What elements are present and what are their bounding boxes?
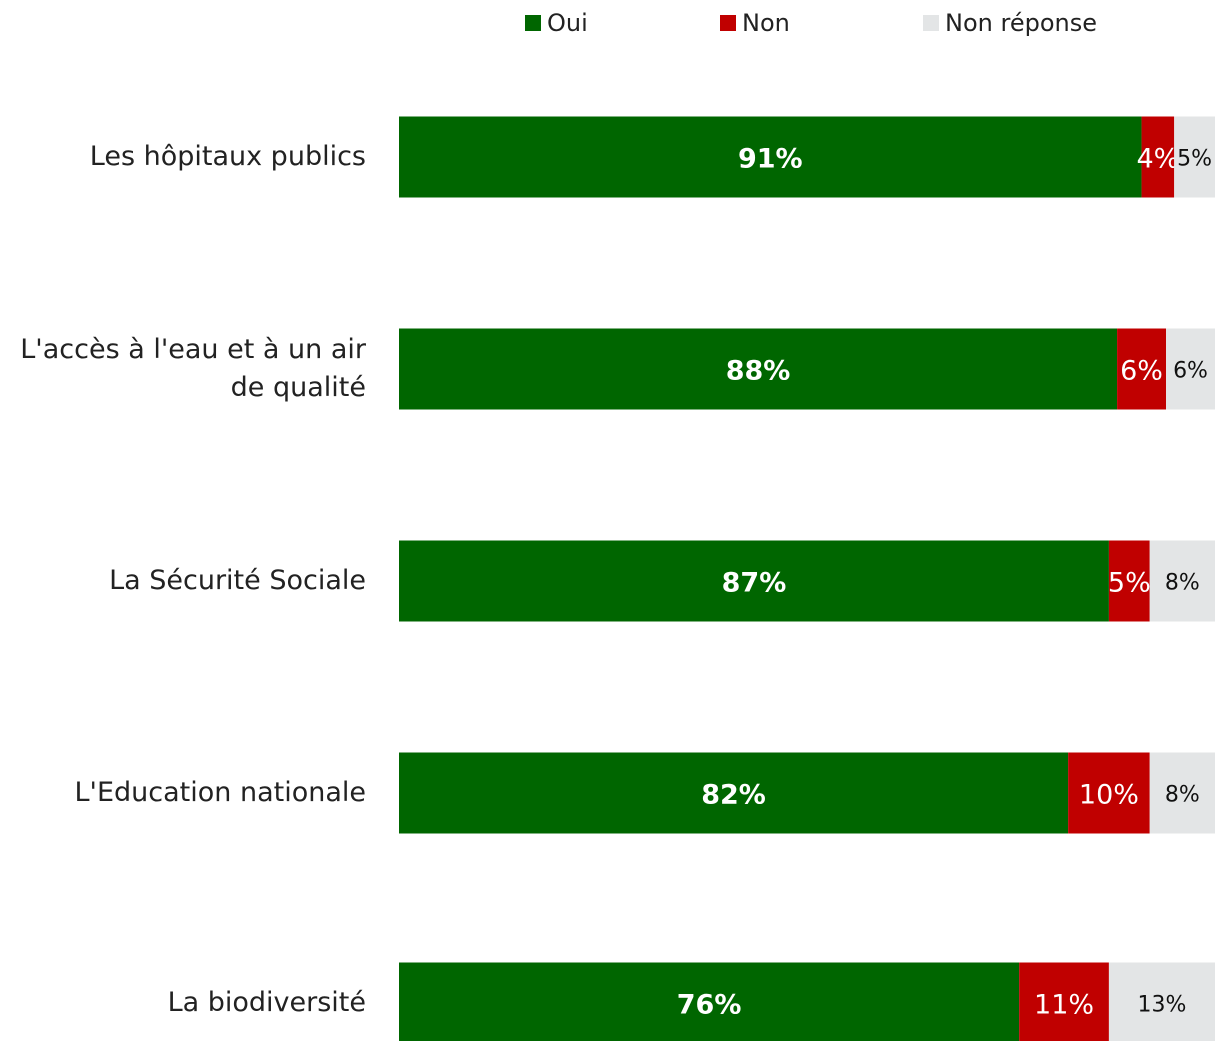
data-label: 87% [722,568,787,599]
data-label: 76% [677,990,742,1021]
data-label: 5% [1177,147,1212,172]
data-label: 6% [1173,359,1208,384]
bar-segment [1149,540,1215,622]
data-label: 13% [1138,993,1187,1018]
legend-label: Non réponse [945,9,1097,37]
category-label: L'Education nationale [74,777,366,808]
data-label: 4% [1136,144,1179,175]
category-label: Les hôpitaux publics [89,141,366,172]
data-label: 8% [1165,783,1200,808]
bar-segment [399,540,1109,622]
data-label: 82% [701,780,766,811]
data-label: 88% [726,356,791,387]
bar-segment [399,328,1118,410]
bar-segment [1149,752,1215,834]
legend-swatch [720,15,736,31]
legend-swatch [525,15,541,31]
data-label: 91% [738,144,803,175]
bar-segment [1068,752,1150,834]
bar-segment [1108,540,1150,622]
data-label: 5% [1108,568,1151,599]
category-label: L'accès à l'eau et à un air de qualité [20,334,366,403]
bar-segment [1174,116,1215,198]
bar-segment [1108,962,1215,1041]
data-label: 10% [1079,780,1139,811]
bar-segment [399,752,1069,834]
legend-label: Non [742,9,790,37]
category-label: La biodiversité [167,987,366,1018]
bar-segment [399,962,1020,1041]
legend-label: Oui [547,9,588,37]
data-label: 8% [1165,571,1200,596]
legend-swatch [923,15,939,31]
data-label: 11% [1034,990,1094,1021]
bar-segment [399,116,1142,198]
bar-segment [1117,328,1167,410]
bar-segment [1166,328,1215,410]
category-label: La Sécurité Sociale [109,565,366,596]
bar-segment [1141,116,1175,198]
data-label: 6% [1120,356,1163,387]
bar-segment [1019,962,1109,1041]
